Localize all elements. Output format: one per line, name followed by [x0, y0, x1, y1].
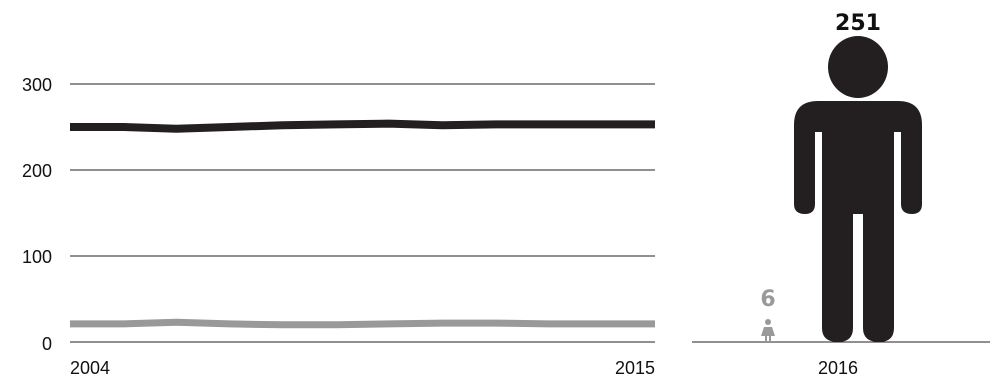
series-line-female [70, 318, 655, 329]
female-figure-icon [761, 319, 775, 342]
series-line-male [70, 119, 655, 133]
line-chart: 300 200 100 0 2004 2015 [22, 75, 655, 378]
y-tick-label: 0 [42, 334, 52, 354]
x-tick-label: 2004 [70, 358, 110, 378]
figure-panel: 2016 6 251 [692, 11, 990, 378]
y-tick-label: 200 [22, 161, 52, 181]
male-value-label: 251 [835, 11, 881, 36]
y-tick-label: 300 [22, 75, 52, 95]
x-tick-label: 2016 [818, 358, 858, 378]
male-figure-icon [794, 36, 922, 342]
female-value-label: 6 [760, 287, 775, 312]
y-tick-label: 100 [22, 247, 52, 267]
x-tick-label: 2015 [615, 358, 655, 378]
